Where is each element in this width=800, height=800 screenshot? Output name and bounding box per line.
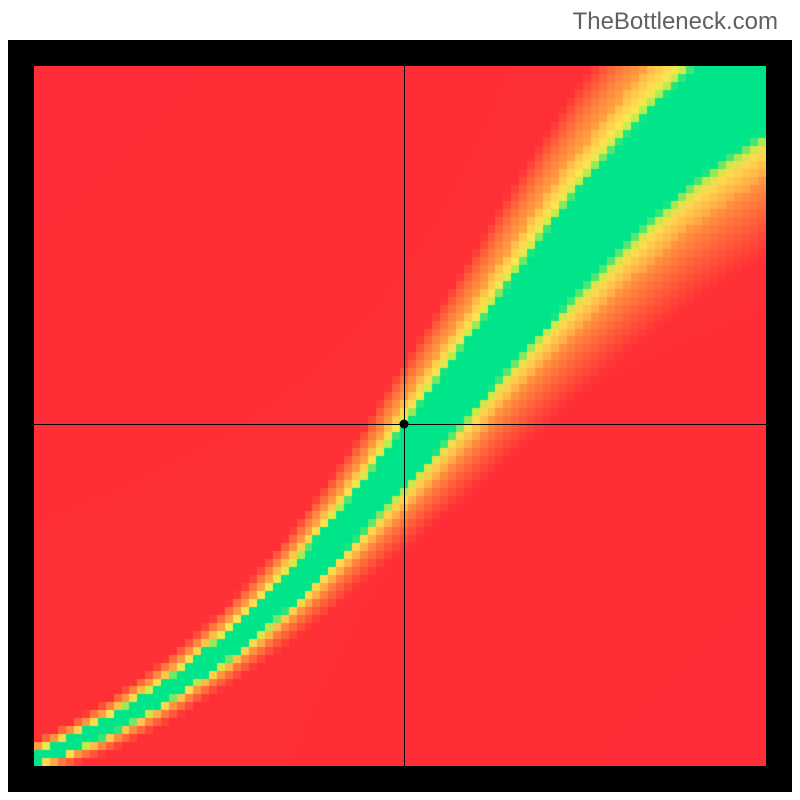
crosshair-vertical (404, 66, 405, 766)
plot-area (34, 66, 766, 766)
chart-frame (8, 40, 792, 792)
watermark-text: TheBottleneck.com (573, 8, 778, 36)
selection-marker (400, 420, 409, 429)
container: TheBottleneck.com (0, 0, 800, 800)
heatmap-canvas (34, 66, 766, 766)
